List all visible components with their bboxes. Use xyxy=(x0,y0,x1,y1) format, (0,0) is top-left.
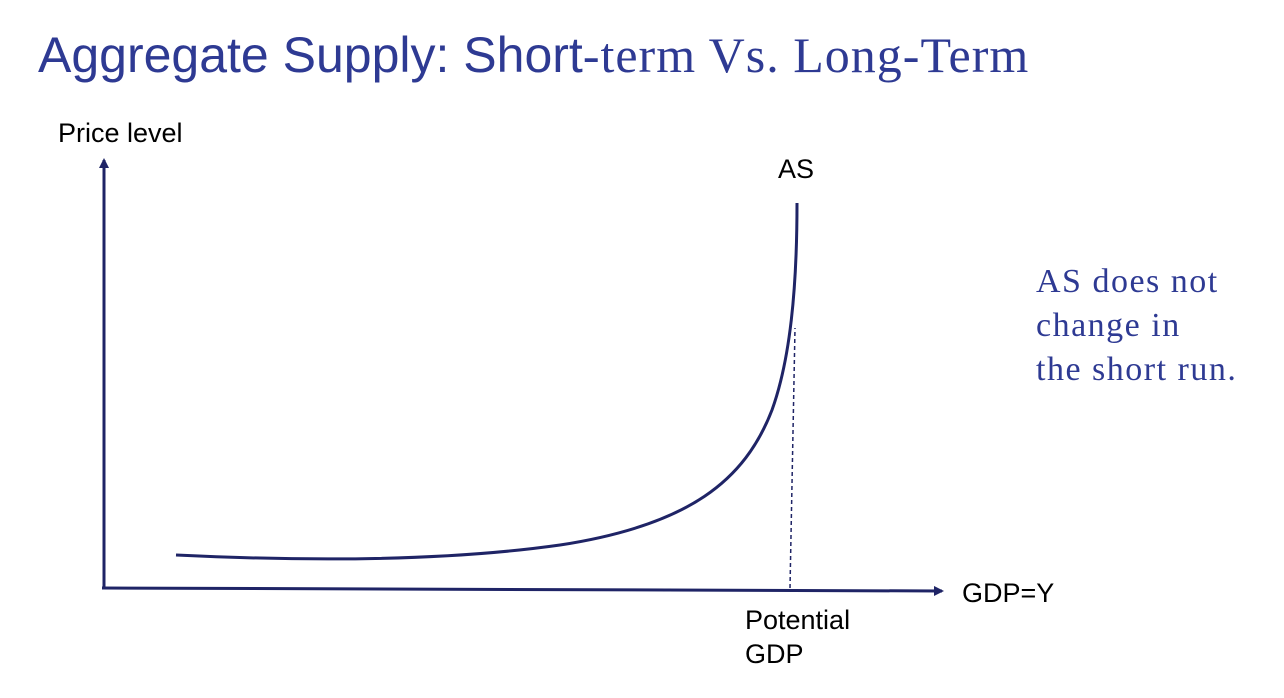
potential-gdp-label: Potential GDP xyxy=(745,603,850,671)
note-line-2: change in xyxy=(1036,307,1181,344)
y-axis-label: Price level xyxy=(58,118,183,148)
slide-title: Aggregate Supply: Short-term Vs. Long-Te… xyxy=(38,30,1029,80)
title-serif-part: -term Vs. Long-Term xyxy=(582,27,1030,83)
note-text: AS does not change in the short run. xyxy=(1036,260,1276,392)
title-sans-part: Aggregate Supply: Short xyxy=(38,27,583,83)
as-curve xyxy=(175,202,799,561)
x-axis-label: GDP=Y xyxy=(962,578,1055,608)
potential-gdp-label-line2: GDP xyxy=(745,639,804,669)
potential-gdp-line xyxy=(789,327,796,589)
note-line-1: AS does not xyxy=(1036,263,1219,300)
note-line-3: the short run. xyxy=(1036,351,1238,388)
curve-label: AS xyxy=(778,154,815,184)
potential-gdp-label-line1: Potential xyxy=(745,605,851,635)
x-axis xyxy=(101,585,944,596)
